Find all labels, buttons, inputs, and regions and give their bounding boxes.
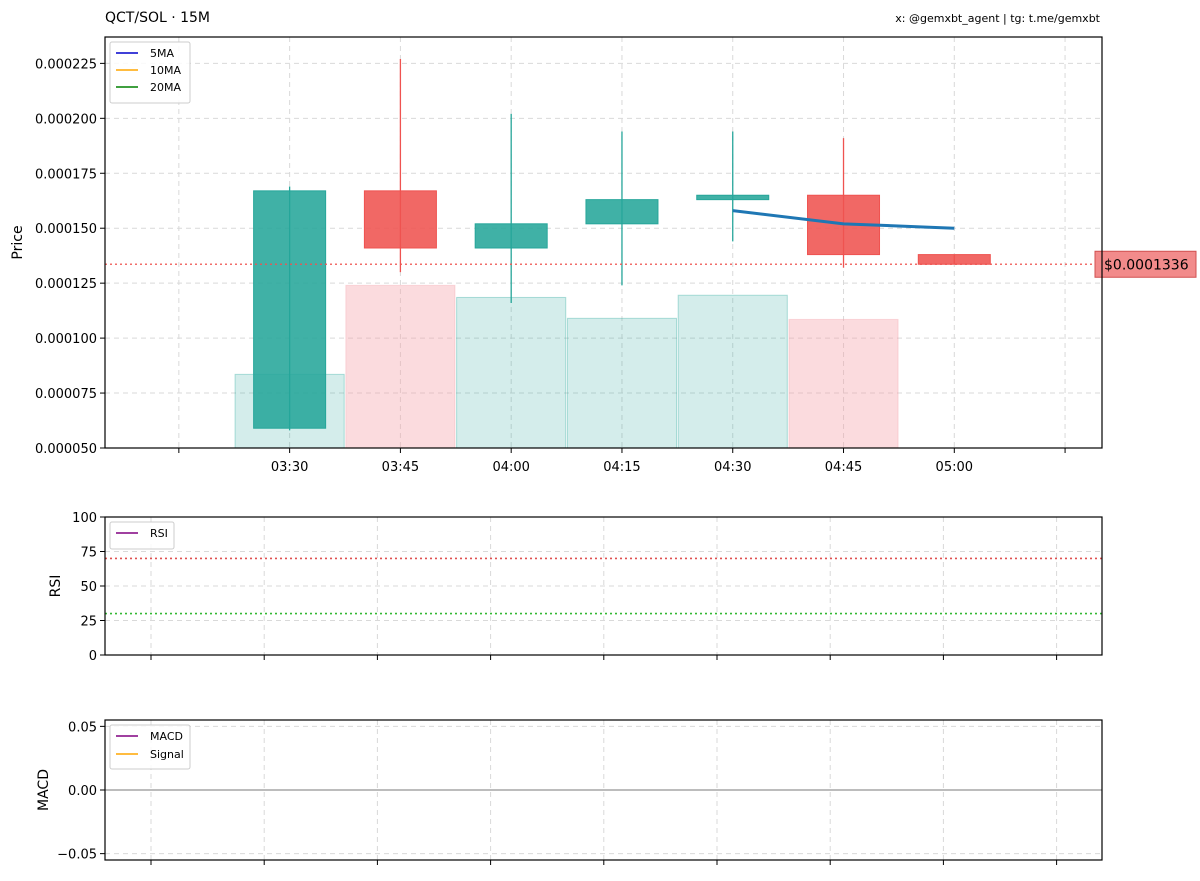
legend-label-10ma: 10MA (150, 64, 181, 77)
price-xtick-label-5: 04:45 (825, 460, 862, 475)
volume-bar-1 (345, 284, 456, 449)
candle-body-2 (474, 223, 548, 249)
chart-title: QCT/SOL · 15M (105, 10, 210, 26)
price-xtick-label-2: 04:00 (492, 460, 529, 475)
macd-ytick-label-2: 0.05 (68, 720, 97, 735)
price-xtick-label-3: 04:15 (603, 460, 640, 475)
volume-bar-2 (456, 296, 567, 449)
rsi-ytick-label-3: 75 (80, 546, 97, 561)
volume-bar-4 (677, 294, 788, 449)
macd-panel: −0.05 0.00 0.05 MACD MACD Signal (36, 719, 1103, 865)
current-price-label-box (1094, 250, 1197, 278)
price-panel: $0.0001336 0.000050 0.000075 0.000100 0.0001… (10, 36, 1197, 475)
price-xtick-label-4: 04:30 (714, 460, 751, 475)
ma5-line (732, 209, 955, 230)
price-xtick-label-1: 03:45 (382, 460, 419, 475)
price-ytick-label-0: 0.000050 (35, 442, 97, 457)
rsi-ytick-label-1: 25 (80, 615, 97, 630)
rsi-frame (104, 516, 1103, 656)
rsi-ytick-label-4: 100 (72, 511, 97, 526)
candle-body-6 (917, 254, 991, 265)
rsi-legend-label-rsi: RSI (150, 527, 168, 540)
candle-body-3 (585, 199, 659, 225)
price-ytick-label-1: 0.000075 (35, 387, 97, 402)
macd-legend-label-macd: MACD (150, 730, 183, 743)
price-frame (104, 36, 1103, 449)
macd-ytick-label-1: 0.00 (68, 784, 97, 799)
macd-ylabel: MACD (36, 769, 52, 811)
candle-body-0 (253, 190, 327, 429)
credit-text: x: @gemxbt_agent | tg: t.me/gemxbt (895, 12, 1100, 25)
rsi-ytick-label-2: 50 (80, 580, 97, 595)
price-ytick-label-2: 0.000100 (35, 332, 97, 347)
price-ytick-label-5: 0.000175 (35, 167, 97, 182)
legend-label-5ma: 5MA (150, 47, 174, 60)
rsi-legend-box (109, 521, 175, 550)
price-ytick-label-4: 0.000150 (35, 222, 97, 237)
rsi-panel: 0 25 50 75 100 RSI RSI (48, 511, 1103, 664)
price-ytick-label-7: 0.000225 (35, 57, 97, 72)
price-xtick-label-0: 03:30 (271, 460, 308, 475)
current-price-label: $0.0001336 (1104, 257, 1189, 273)
price-ytick-label-3: 0.000125 (35, 277, 97, 292)
macd-ytick-label-0: −0.05 (57, 848, 97, 863)
price-ylabel: Price (10, 225, 26, 259)
candle-body-4 (696, 194, 770, 201)
rsi-ytick-label-0: 0 (89, 649, 97, 664)
volume-bar-3 (566, 317, 678, 449)
macd-legend-label-signal: Signal (150, 748, 184, 761)
volume-bar-5 (788, 318, 899, 449)
price-xtick-label-6: 05:00 (936, 460, 973, 475)
legend-label-20ma: 20MA (150, 81, 181, 94)
rsi-ylabel: RSI (48, 575, 64, 598)
candle-body-1 (363, 190, 437, 249)
macd-frame (104, 719, 1103, 861)
price-ytick-label-6: 0.000200 (35, 112, 97, 127)
